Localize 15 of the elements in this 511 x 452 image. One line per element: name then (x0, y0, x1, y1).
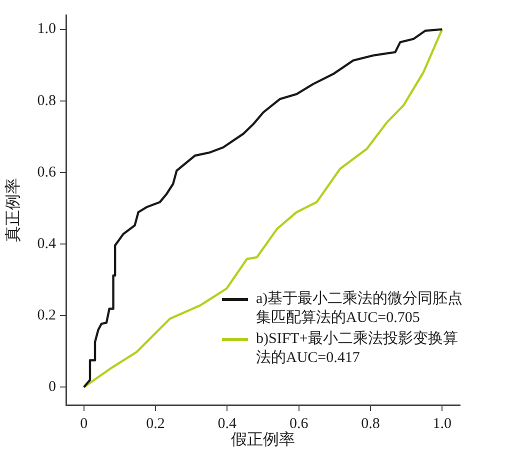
y-tick-label: 0.2 (37, 307, 56, 324)
x-tick-label: 0.4 (218, 416, 238, 432)
y-tick-label: 0 (48, 379, 56, 396)
x-tick-label: 0.2 (146, 416, 165, 432)
x-axis-title: 假正例率 (231, 430, 295, 449)
legend-label: b)SIFT+最小二乘法投影变换算法的AUC=0.417 (256, 330, 459, 368)
x-tick-label: 0.8 (361, 416, 380, 432)
x-tick-label: 0.6 (289, 416, 309, 432)
y-tick-label: 0.6 (37, 164, 56, 180)
y-tick-label: 1.0 (37, 21, 56, 38)
y-tick-label: 0.8 (37, 92, 56, 109)
x-tick-label: 0 (80, 416, 88, 432)
x-tick-label: 1.0 (432, 416, 452, 432)
y-axis-title: 真正例率 (4, 178, 22, 242)
y-tick-label: 0.4 (37, 236, 56, 252)
